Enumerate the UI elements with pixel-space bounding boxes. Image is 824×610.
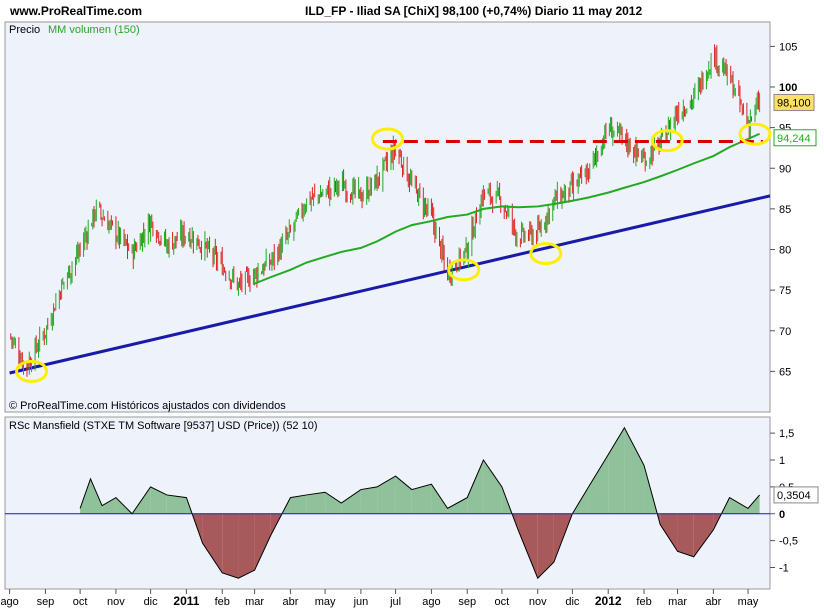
- ma-last-badge: [773, 129, 817, 147]
- rsc-fill-segment: [102, 497, 116, 514]
- chart-header-title: ILD_FP - Iliad SA [ChiX] 98,100 (+0,74%)…: [305, 4, 642, 18]
- xtick-label: abr: [282, 596, 298, 608]
- rsc-fill-segment: [518, 513, 538, 579]
- header-bar: [0, 0, 824, 20]
- rsc-fill-segment: [447, 497, 468, 514]
- rsc-fill-segment: [624, 427, 645, 514]
- rsc-fill-segment: [537, 513, 554, 579]
- highlight-circle: [371, 127, 404, 151]
- rsc-fill-segment: [306, 492, 326, 514]
- rsc-fill-segment: [677, 513, 694, 557]
- rsc-fill-segment: [238, 513, 255, 579]
- rsc-fill-segment: [341, 489, 361, 514]
- rsc-fill-segment: [483, 460, 502, 514]
- rsc-title: RSc Mansfield (STXE TM Software [9537] U…: [9, 420, 318, 432]
- price-ytick-label: 70: [779, 326, 791, 338]
- xtick-label: ago: [0, 596, 18, 608]
- rsc-ytick-label: -1: [779, 563, 789, 575]
- price-ytick-label: 100: [779, 82, 797, 94]
- price-panel: [4, 21, 771, 413]
- rsc-fill-segment: [660, 513, 678, 552]
- xtick-label: jun: [353, 596, 369, 608]
- last-price-badge: [773, 93, 815, 111]
- xtick-label: mar: [668, 596, 687, 608]
- rsc-fill-segment: [395, 476, 412, 514]
- rsc-fill-segment: [360, 486, 378, 514]
- rsc-fill-segment: [588, 454, 609, 514]
- xtick-label: dic: [565, 596, 580, 608]
- xtick-label: sep: [458, 596, 476, 608]
- rsc-fill-segment: [222, 513, 239, 579]
- support-trend-line: [9, 194, 771, 375]
- rsc-fill-segment: [729, 497, 749, 514]
- xtick-label: oct: [73, 596, 88, 608]
- highlight-circle: [447, 258, 481, 282]
- rsc-ytick-label: 1,5: [779, 428, 794, 440]
- xtick-label: nov: [529, 596, 547, 608]
- highlight-circle: [529, 242, 563, 266]
- rsc-last-label: 0,3504: [777, 490, 811, 502]
- rsc-fill-segment: [150, 486, 167, 514]
- rsc-fill-segment: [748, 494, 760, 514]
- xtick-label: sep: [37, 596, 55, 608]
- rsc-last-badge: [773, 486, 819, 504]
- rsc-ytick-label: 1: [779, 455, 785, 467]
- xtick-label: may: [738, 596, 759, 608]
- price-ytick-label: 85: [779, 204, 791, 216]
- rsc-fill-segment: [608, 427, 625, 514]
- highlight-circle: [650, 129, 684, 153]
- rsc-fill-segment: [467, 460, 484, 514]
- rsc-line: [79, 426, 760, 580]
- rsc-fill-segment: [693, 513, 714, 557]
- site-label[interactable]: www.ProRealTime.com: [9, 4, 142, 18]
- xtick-label: oct: [495, 596, 510, 608]
- xtick-label: jul: [389, 596, 401, 608]
- rsc-ytick-label: 0: [779, 509, 785, 521]
- legend-price-label: Precio: [9, 24, 40, 36]
- xtick-label: may: [315, 596, 336, 608]
- rsc-fill-segment: [377, 476, 396, 514]
- last-price-label: 98,100: [777, 97, 811, 109]
- rsc-fill-segment: [411, 484, 432, 514]
- xtick-label: mar: [245, 596, 264, 608]
- price-ytick-label: 80: [779, 245, 791, 257]
- xtick-label: nov: [107, 596, 125, 608]
- legend-ma-label: MM volumen (150): [48, 24, 140, 36]
- rsc-fill-segment: [166, 494, 187, 514]
- price-footer-note: © ProRealTime.com Históricos ajustados c…: [9, 400, 286, 412]
- moving-average-line: [254, 132, 761, 285]
- rsc-fill-segment: [290, 494, 307, 514]
- price-ytick-label: 90: [779, 163, 791, 175]
- rsc-fill-segment: [202, 513, 223, 573]
- ma-last-label: 94,244: [777, 133, 811, 145]
- xtick-label: 2012: [595, 594, 622, 608]
- rsc-fill-segment: [90, 478, 103, 514]
- price-ytick-label: 75: [779, 285, 791, 297]
- price-ytick-label: 65: [779, 366, 791, 378]
- price-ytick-label: 105: [779, 41, 797, 53]
- xtick-label: feb: [636, 596, 651, 608]
- rsc-ytick-label: -0,5: [779, 536, 798, 548]
- rsc-fill-segment: [325, 492, 342, 514]
- xtick-label: ago: [422, 596, 440, 608]
- highlight-circle: [738, 122, 772, 146]
- xtick-label: dic: [144, 596, 159, 608]
- xtick-label: 2011: [173, 594, 199, 608]
- highlight-circle: [15, 359, 49, 383]
- rsc-fill-segment: [431, 484, 448, 514]
- xtick-label: abr: [705, 596, 721, 608]
- rsc-fill-segment: [254, 513, 271, 571]
- xtick-label: feb: [215, 596, 230, 608]
